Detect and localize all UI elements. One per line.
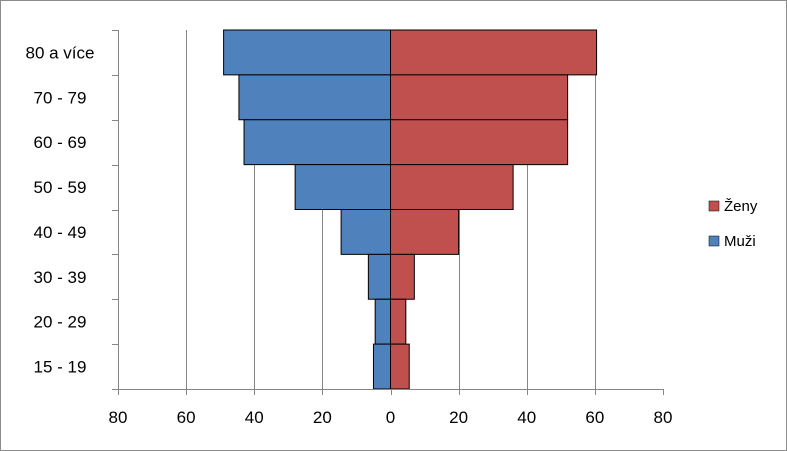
y-tick-label: 30 - 39	[34, 268, 87, 287]
legend-swatch-zeny	[708, 200, 720, 212]
bars	[223, 29, 598, 390]
y-tick-label: 40 - 49	[34, 223, 87, 242]
legend-swatch-muzi	[708, 235, 720, 247]
bar-zeny-7	[390, 343, 410, 390]
x-tick-label: 40	[245, 408, 264, 427]
bar-muzi-6	[374, 298, 391, 345]
x-tick-label: 0	[386, 408, 395, 427]
x-tick-label: 60	[177, 408, 196, 427]
x-tick-label: 20	[313, 408, 332, 427]
y-tick-label: 50 - 59	[34, 178, 87, 197]
x-tick-label: 80	[654, 408, 673, 427]
bar-zeny-3	[390, 164, 514, 210]
y-tick-label: 60 - 69	[34, 133, 87, 152]
axes	[112, 30, 664, 395]
tick-labels: 80 60 40 20 0 20 40 60 80 80 a více 70 - 79 60 - 69…	[26, 43, 673, 427]
bar-muzi-0	[223, 29, 391, 76]
x-tick-label: 80	[109, 408, 128, 427]
legend: Ženy Muži	[708, 198, 758, 250]
bar-zeny-5	[390, 253, 415, 300]
bar-muzi-3	[294, 164, 391, 210]
legend-label-zeny: Ženy	[724, 198, 758, 215]
y-tick-label: 15 - 19	[34, 358, 87, 377]
bar-zeny-6	[390, 298, 407, 345]
y-tick-label: 20 - 29	[34, 313, 87, 332]
legend-label-muzi: Muži	[724, 233, 756, 250]
bar-zeny-2	[390, 119, 569, 166]
y-tick-label: 70 - 79	[34, 88, 87, 107]
bar-muzi-2	[243, 119, 391, 166]
x-tick-label: 40	[517, 408, 536, 427]
bar-muzi-7	[372, 343, 391, 390]
x-tick-label: 20	[449, 408, 468, 427]
y-tick-label: 80 a více	[26, 43, 95, 62]
x-tick-label: 60	[585, 408, 604, 427]
bar-muzi-4	[340, 209, 391, 255]
bar-zeny-1	[390, 74, 569, 121]
bar-zeny-4	[390, 209, 460, 255]
bar-zeny-0	[390, 29, 598, 76]
bar-muzi-5	[367, 253, 391, 300]
bar-muzi-1	[238, 74, 391, 121]
